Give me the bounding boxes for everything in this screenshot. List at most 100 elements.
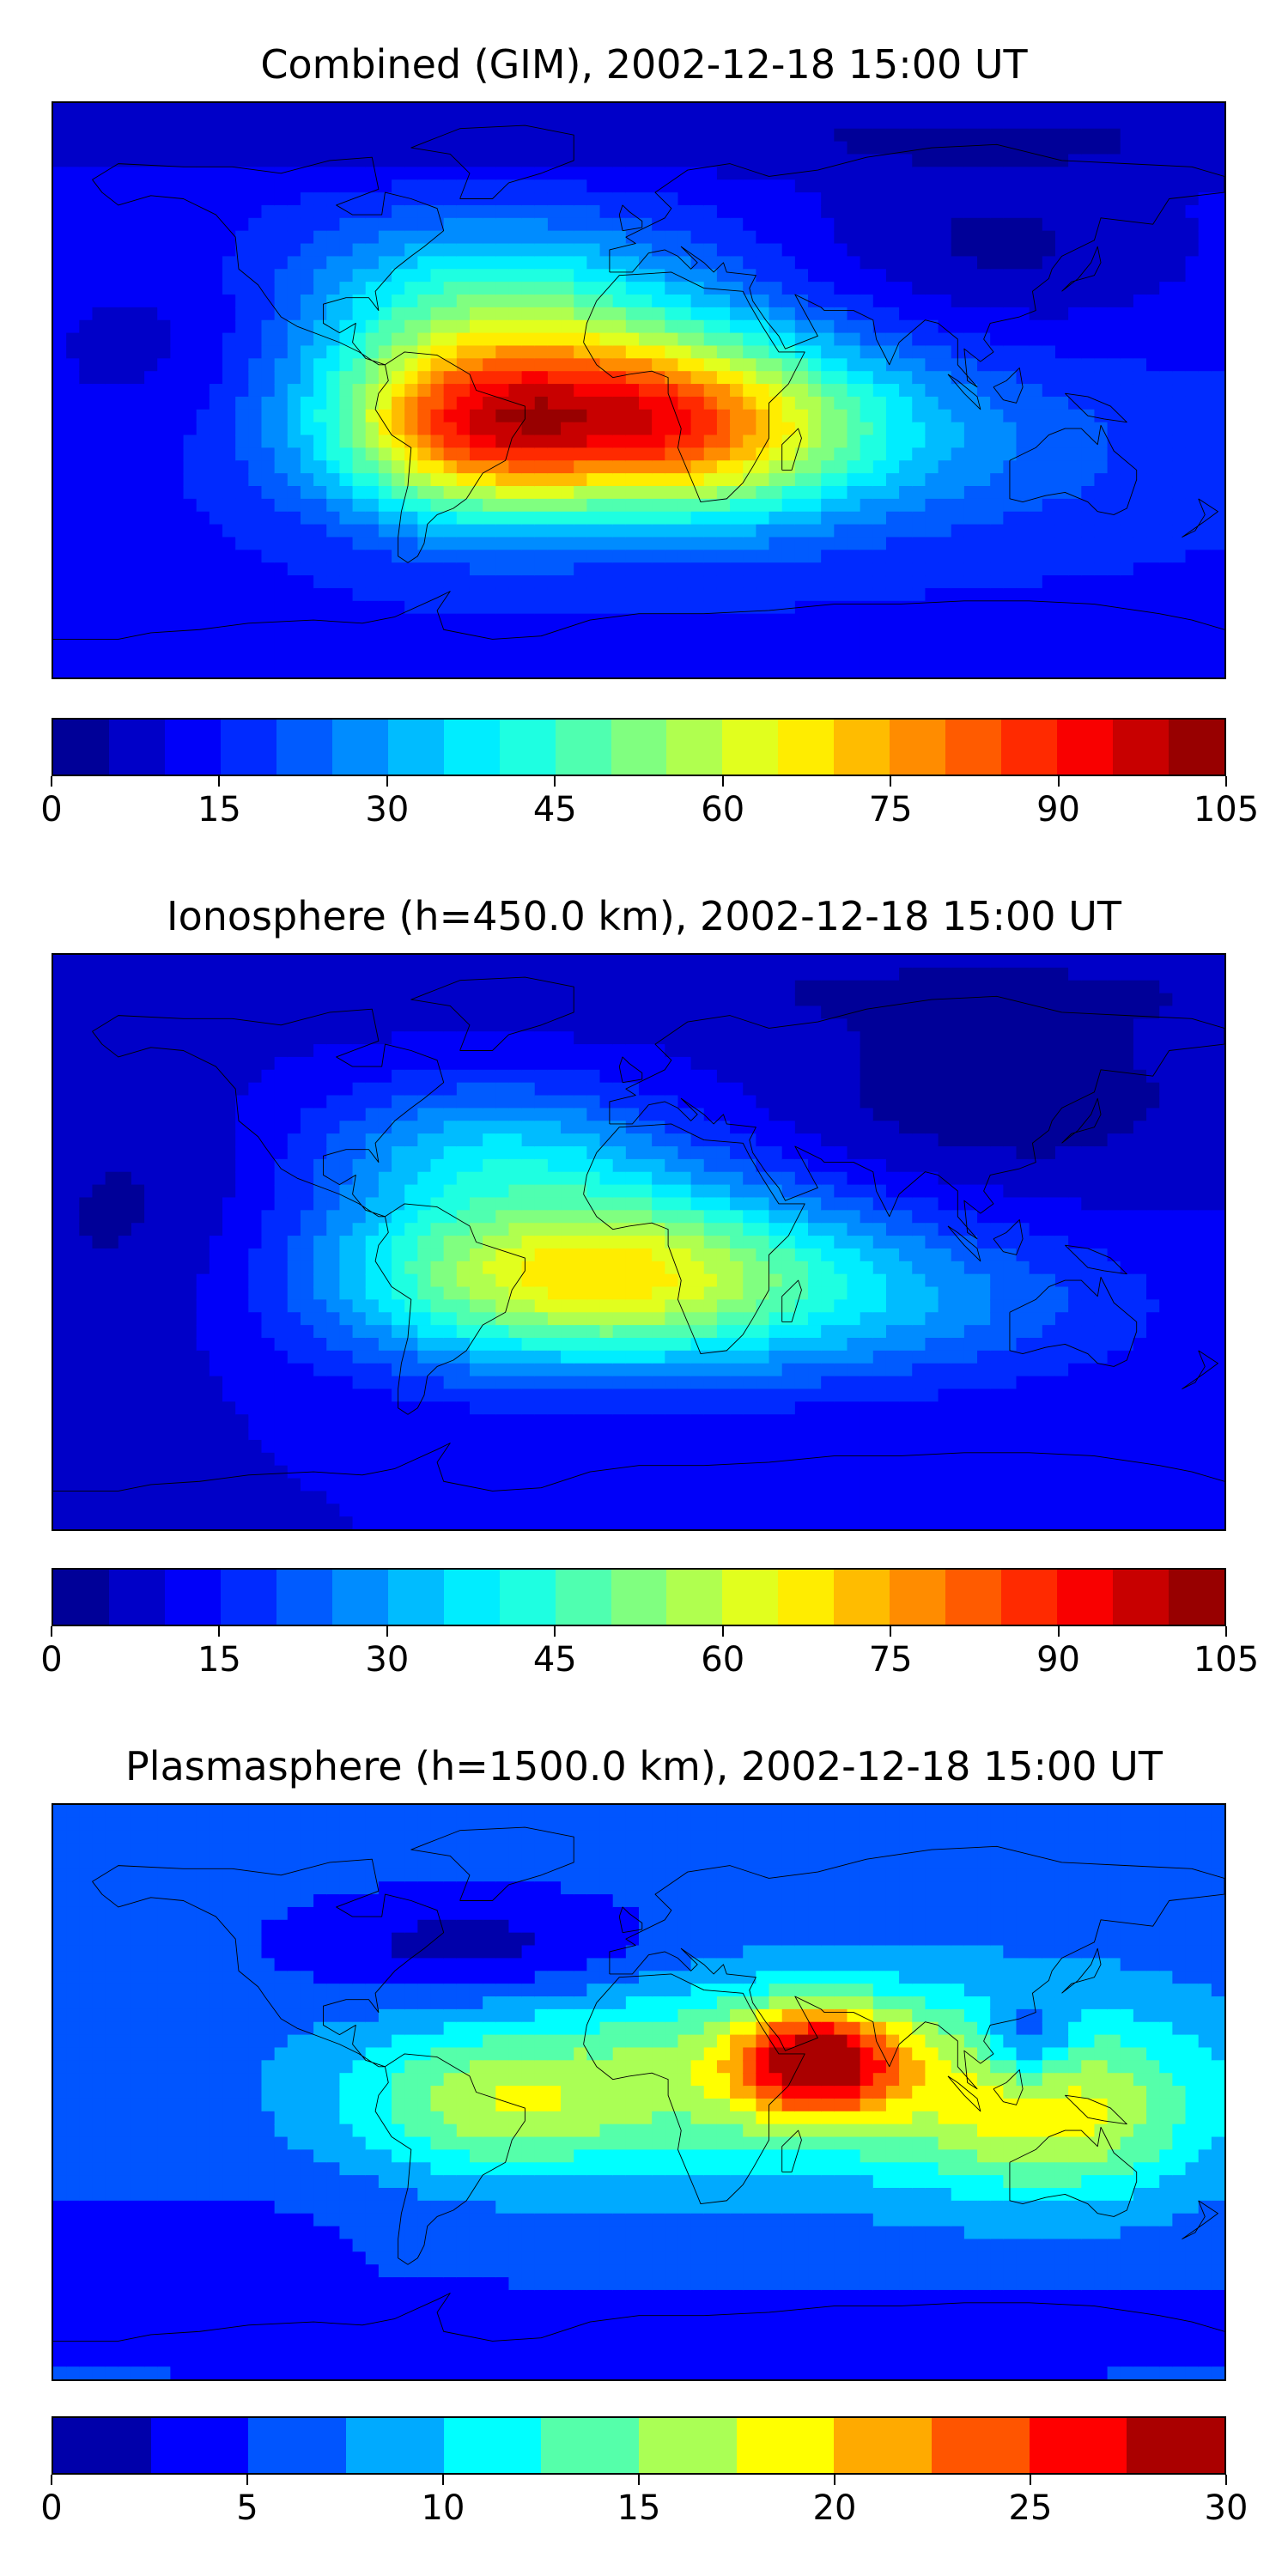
tec-cell [612, 422, 627, 436]
tec-cell [53, 639, 68, 653]
tec-cell [300, 1325, 315, 1340]
tec-cell [625, 256, 641, 270]
tec-cell [951, 486, 966, 500]
tec-cell [1094, 269, 1109, 283]
tec-cell [1042, 167, 1057, 181]
tec-cell [261, 1158, 276, 1173]
tec-cell [404, 384, 419, 398]
tec-cell [235, 434, 250, 449]
tec-cell [417, 217, 432, 232]
tec-cell [951, 269, 966, 283]
tec-cell [443, 498, 458, 513]
tec-cell [586, 600, 601, 615]
tec-cell [561, 652, 575, 666]
tec-cell [1107, 154, 1121, 168]
tec-cell [1107, 319, 1121, 334]
tec-cell [144, 1018, 159, 1033]
tec-cell [872, 575, 888, 590]
tec-cell [1042, 332, 1057, 347]
tec-cell [222, 1184, 237, 1199]
tec-cell [872, 613, 888, 628]
tec-cell [248, 665, 263, 677]
tec-cell [170, 1248, 185, 1262]
tec-cell [53, 256, 68, 270]
tec-cell [352, 600, 367, 615]
tec-cell [196, 665, 211, 677]
tec-cell [66, 1401, 81, 1416]
tec-cell [66, 1414, 81, 1429]
tec-cell [66, 1350, 81, 1364]
tec-cell [703, 256, 719, 270]
tec-cell [144, 1491, 159, 1505]
tec-cell [365, 626, 380, 641]
tec-cell [66, 422, 81, 436]
tec-cell [495, 639, 510, 653]
tec-cell [586, 486, 601, 500]
tec-cell [1120, 460, 1135, 475]
tec-cell [66, 167, 81, 181]
tec-cell [157, 115, 172, 130]
tec-cell [574, 473, 588, 488]
tec-cell [1081, 319, 1096, 334]
tec-cell [834, 409, 848, 423]
tec-cell [144, 1121, 159, 1135]
tec-cell [743, 409, 757, 423]
tec-cell [639, 447, 653, 462]
tec-cell [313, 167, 328, 181]
tec-cell [105, 1299, 119, 1314]
tec-cell [756, 600, 770, 615]
tec-cell [248, 1031, 263, 1046]
tec-cell [652, 243, 666, 258]
tec-cell [508, 626, 523, 641]
colorbar-tick-mark [1057, 776, 1060, 787]
tec-cell [469, 332, 484, 347]
tec-cell [586, 575, 601, 590]
coastline-antarctica-edge [53, 592, 1224, 640]
tec-cell [1016, 600, 1030, 615]
tec-cell [1146, 665, 1161, 677]
tec-cell [834, 626, 848, 641]
tec-cell [404, 511, 419, 526]
tec-cell [131, 1452, 146, 1467]
tec-cell [209, 1248, 224, 1262]
tec-cell [131, 1184, 146, 1199]
tec-cell [561, 217, 575, 232]
tec-cell [79, 307, 94, 321]
tec-cell [79, 1465, 94, 1479]
tec-cell [170, 626, 185, 641]
tec-cell [196, 204, 211, 219]
tec-cell [599, 587, 614, 602]
tec-cell [404, 600, 419, 615]
tec-cell [1003, 358, 1018, 373]
tec-cell [79, 1082, 94, 1097]
tec-cell [144, 1414, 159, 1429]
tec-cell [261, 1516, 276, 1529]
tec-cell [586, 665, 601, 677]
tec-cell [300, 955, 315, 969]
tec-cell [196, 1056, 211, 1071]
tec-cell [287, 1439, 302, 1454]
tec-cell [1146, 409, 1161, 423]
tec-cell [378, 434, 393, 449]
tec-cell [392, 486, 406, 500]
tec-cell [586, 562, 601, 577]
tec-cell [938, 473, 952, 488]
tec-cell [808, 345, 823, 360]
tec-cell [287, 179, 302, 194]
tec-cell [222, 1248, 237, 1262]
tec-cell [1107, 217, 1121, 232]
tec-cell [183, 1401, 197, 1416]
tec-cell [743, 243, 757, 258]
tec-cell [912, 103, 927, 117]
tec-cell [1185, 282, 1200, 296]
tec-cell [1133, 434, 1148, 449]
tec-cell [261, 1401, 276, 1416]
tec-cell [1133, 179, 1148, 194]
tec-cell [183, 1133, 197, 1148]
tec-cell [92, 128, 106, 143]
tec-cell [131, 269, 146, 283]
tec-cell [521, 230, 536, 245]
tec-cell [1159, 371, 1174, 386]
tec-cell [404, 613, 419, 628]
tec-cell [196, 434, 211, 449]
